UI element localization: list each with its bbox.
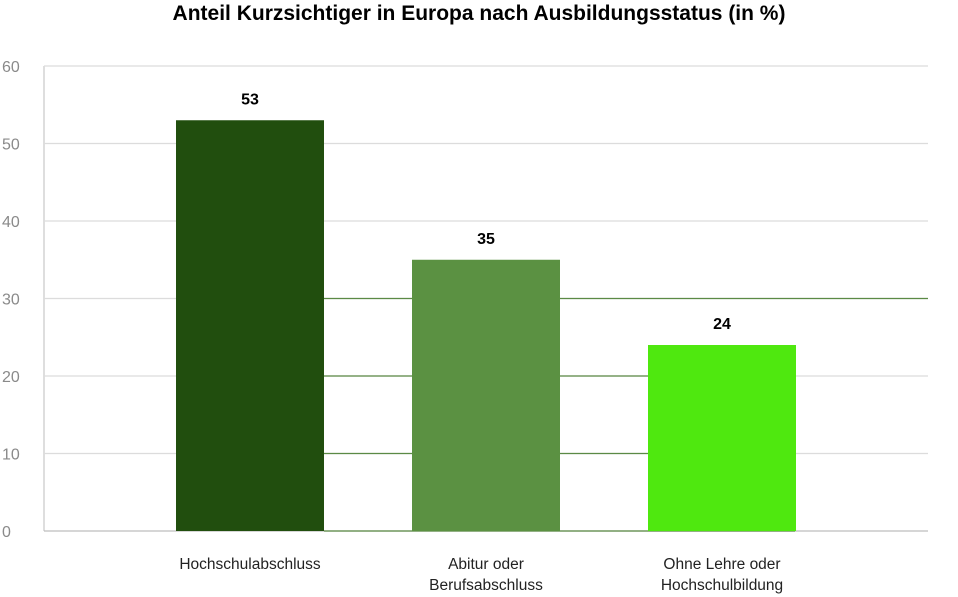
y-tick-label: 30 — [2, 292, 20, 309]
y-tick-label: 40 — [2, 214, 20, 231]
y-tick-label: 60 — [2, 59, 20, 76]
y-tick-label: 20 — [2, 369, 20, 386]
x-tick-label: Ohne Lehre oder — [663, 556, 780, 573]
y-tick-label: 50 — [2, 137, 20, 154]
y-tick-label: 10 — [2, 447, 20, 464]
bar — [648, 345, 796, 531]
bar — [412, 259, 560, 531]
x-tick-label: Berufsabschluss — [429, 577, 543, 594]
data-label: 53 — [241, 91, 259, 108]
bar — [176, 120, 324, 531]
x-tick-label: Hochschulbildung — [661, 577, 783, 594]
data-label: 24 — [713, 316, 731, 333]
chart-title: Anteil Kurzsichtiger in Europa nach Ausb… — [172, 2, 786, 25]
x-tick-label: Hochschulabschluss — [179, 556, 321, 573]
y-tick-label: 0 — [2, 524, 11, 541]
data-label: 35 — [477, 231, 495, 248]
x-tick-label: Abitur oder — [448, 556, 524, 573]
